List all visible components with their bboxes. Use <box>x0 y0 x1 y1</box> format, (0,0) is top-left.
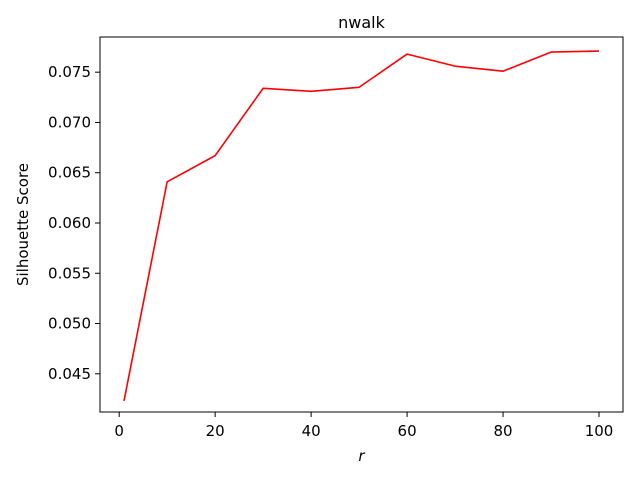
x-axis: 0 20 40 60 80 100 <box>114 412 613 440</box>
x-axis-label: r <box>358 447 365 465</box>
series-line <box>123 50 600 402</box>
x-tick-label: 0 <box>114 422 124 440</box>
x-tick-label: 20 <box>206 422 225 440</box>
y-tick-label: 0.075 <box>48 63 91 81</box>
y-tick-label: 0.045 <box>48 365 91 383</box>
y-tick-label: 0.055 <box>48 264 91 282</box>
y-tick-label: 0.060 <box>48 214 91 232</box>
y-tick-label: 0.050 <box>48 315 91 333</box>
y-tick-label: 0.070 <box>48 113 91 131</box>
x-tick-label: 40 <box>302 422 321 440</box>
axes-frame <box>99 36 624 413</box>
y-axis: 0.045 0.050 0.055 0.060 0.065 0.070 0.075 <box>48 63 100 383</box>
chart-title: nwalk <box>338 13 385 32</box>
x-tick-label: 60 <box>398 422 417 440</box>
plot-area <box>123 50 600 402</box>
y-tick-label: 0.065 <box>48 164 91 182</box>
x-tick-label: 100 <box>585 422 614 440</box>
x-tick-label: 80 <box>493 422 512 440</box>
y-axis-label: Silhouette Score <box>14 163 32 286</box>
